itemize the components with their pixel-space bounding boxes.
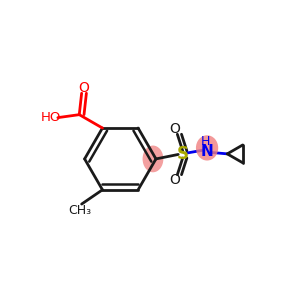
Ellipse shape	[196, 135, 218, 161]
Text: N: N	[201, 144, 213, 159]
Text: O: O	[79, 81, 89, 95]
Text: HO: HO	[41, 111, 61, 124]
Text: H: H	[201, 136, 210, 148]
Text: O: O	[169, 122, 180, 136]
Ellipse shape	[142, 146, 164, 172]
Text: S: S	[177, 146, 189, 164]
Text: CH₃: CH₃	[69, 204, 92, 217]
Text: O: O	[169, 173, 180, 187]
